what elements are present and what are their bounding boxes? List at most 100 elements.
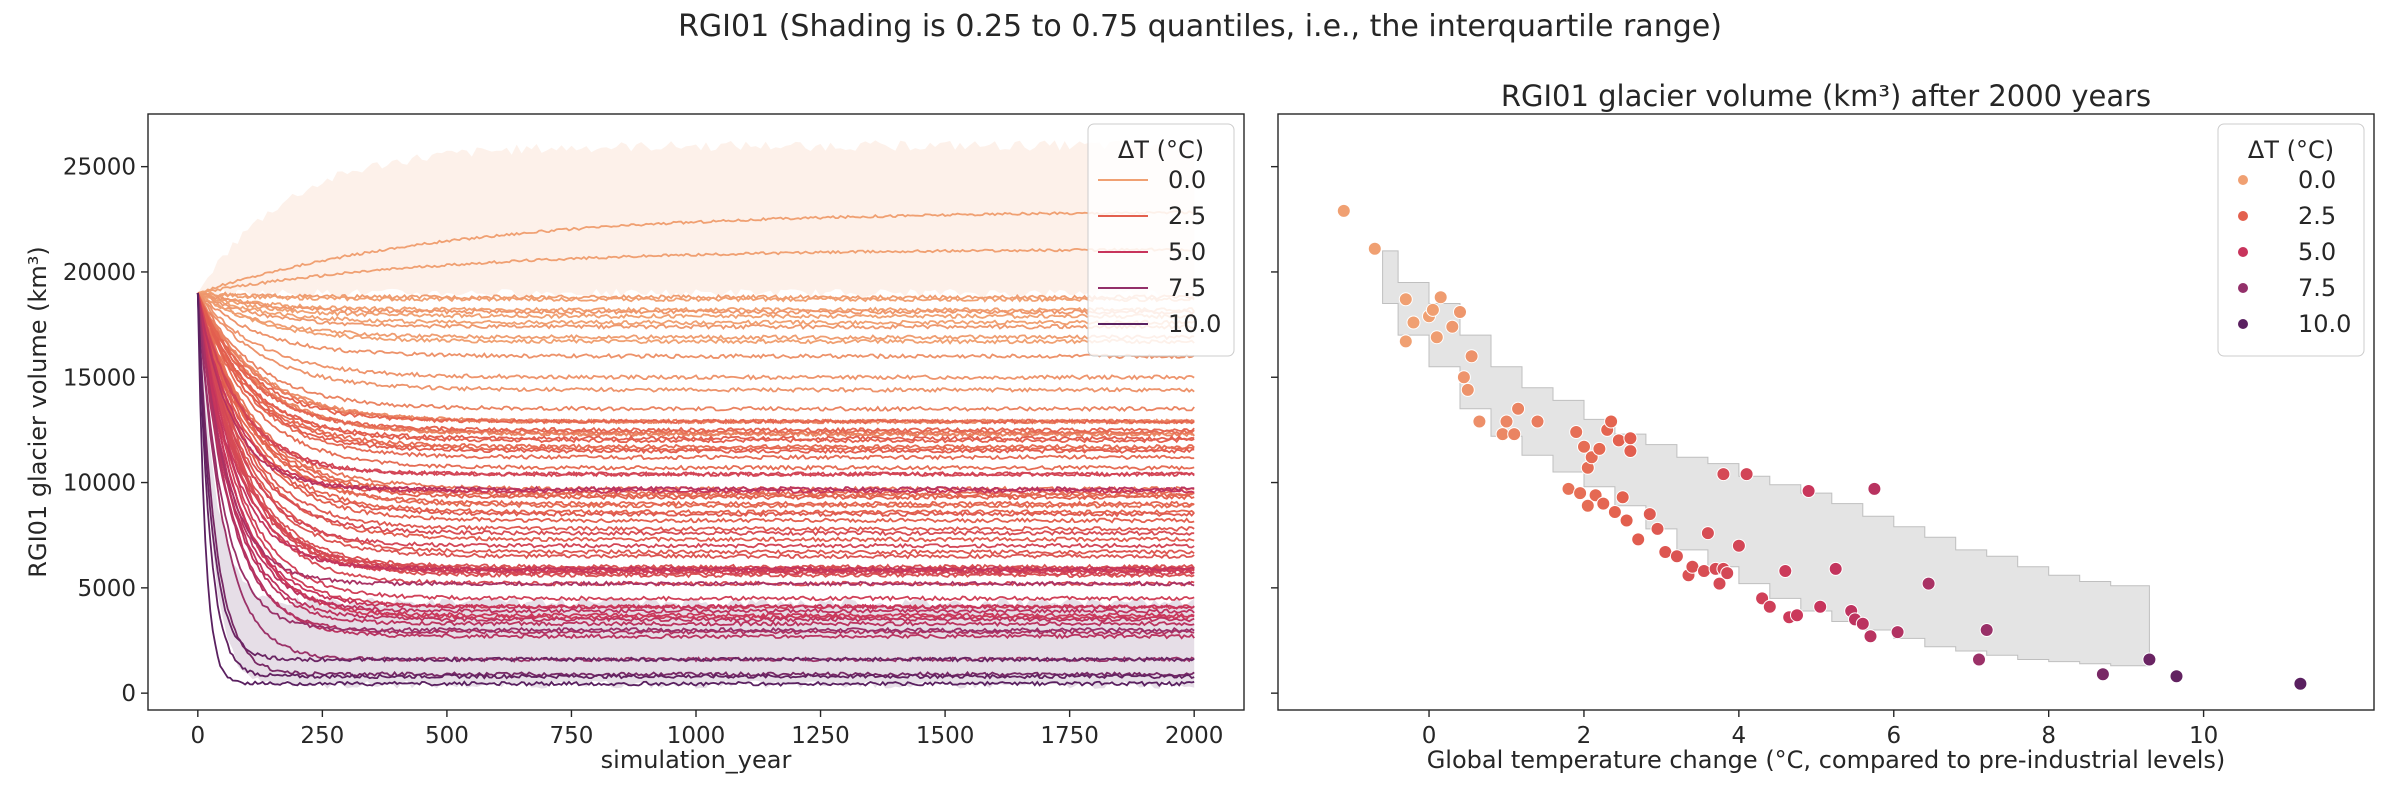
left-series-line bbox=[196, 292, 1195, 501]
right-legend-box bbox=[2217, 123, 2365, 357]
left-y-tick-label: 0 bbox=[121, 681, 136, 707]
scatter-point bbox=[1813, 599, 1828, 614]
scatter-point bbox=[1472, 414, 1487, 429]
left-series-line bbox=[196, 292, 1195, 493]
right-legend-label: 0.0 bbox=[2298, 166, 2336, 194]
scatter-point bbox=[1650, 521, 1665, 536]
scatter-point bbox=[1460, 382, 1475, 397]
left-series-line bbox=[196, 292, 1195, 524]
right-legend-point-marker bbox=[2238, 319, 2248, 329]
left-x-tick-label: 2000 bbox=[1165, 723, 1224, 749]
left-series-line bbox=[196, 292, 1195, 434]
scatter-point bbox=[1511, 401, 1526, 416]
scatter-point bbox=[1433, 290, 1448, 305]
scatter-point bbox=[1855, 616, 1870, 631]
left-y-tick-label: 25000 bbox=[63, 155, 136, 181]
left-series-line bbox=[197, 292, 1195, 331]
left-series-line bbox=[197, 210, 1195, 294]
left-series-line bbox=[196, 292, 1195, 602]
right-x-tick-label: 6 bbox=[1886, 723, 1901, 749]
left-series-line bbox=[196, 292, 1195, 461]
scatter-point bbox=[1445, 319, 1460, 334]
scatter-point bbox=[1890, 625, 1905, 640]
scatter-point bbox=[1580, 498, 1595, 513]
left-series-line bbox=[196, 292, 1195, 627]
left-series-line bbox=[196, 292, 1195, 573]
scatter-point bbox=[1863, 629, 1878, 644]
right-x-tick-label: 4 bbox=[1732, 723, 1747, 749]
scatter-point bbox=[1495, 427, 1510, 442]
scatter-point bbox=[2142, 652, 2157, 667]
scatter-point bbox=[1712, 576, 1727, 591]
scatter-point bbox=[1573, 486, 1588, 501]
scatter-point bbox=[1604, 414, 1619, 429]
right-legend-label: 2.5 bbox=[2298, 202, 2336, 230]
right-scatter-points bbox=[1336, 203, 2308, 691]
left-series-line bbox=[196, 292, 1195, 510]
scatter-point bbox=[1685, 559, 1700, 574]
left-legend-label: 2.5 bbox=[1168, 202, 1206, 230]
scatter-point bbox=[1367, 241, 1382, 256]
left-series-line bbox=[196, 292, 1195, 615]
left-series-line bbox=[196, 292, 1195, 507]
left-series-line bbox=[196, 292, 1195, 556]
right-legend-point-marker bbox=[2238, 175, 2248, 185]
left-series-lines bbox=[196, 210, 1195, 688]
scatter-point bbox=[2095, 667, 2110, 682]
scatter-point bbox=[1972, 652, 1986, 667]
left-series-line bbox=[196, 292, 1195, 560]
scatter-point bbox=[1642, 507, 1657, 522]
right-chart-title: RGI01 glacier volume (km³) after 2000 ye… bbox=[1501, 79, 2151, 113]
left-series-line bbox=[197, 292, 1195, 381]
left-series-line bbox=[196, 292, 1195, 518]
left-series-line bbox=[197, 292, 1195, 394]
left-x-tick-label: 250 bbox=[300, 723, 344, 749]
left-x-tick-label: 1000 bbox=[667, 723, 726, 749]
left-legend-box bbox=[1087, 123, 1235, 357]
left-series-line bbox=[196, 292, 1195, 543]
left-series-line bbox=[197, 290, 1195, 301]
scatter-point bbox=[1669, 549, 1684, 564]
right-x-tick-label: 0 bbox=[1422, 723, 1437, 749]
left-series-line bbox=[196, 292, 1195, 636]
right-legend-title: ΔT (°C) bbox=[2248, 136, 2334, 164]
left-series-line bbox=[197, 247, 1195, 294]
left-y-ticks: 0 5000 10000 15000 20000 25000 bbox=[63, 155, 148, 707]
scatter-point bbox=[1406, 315, 1421, 330]
right-y-ticks bbox=[1271, 165, 1278, 694]
scatter-point bbox=[1561, 481, 1576, 496]
scatter-point bbox=[1979, 623, 1994, 637]
scatter-point bbox=[1336, 203, 1351, 218]
left-series-line bbox=[196, 292, 1195, 688]
scatter-point bbox=[1607, 505, 1622, 519]
scatter-point bbox=[1569, 425, 1584, 439]
left-series-line bbox=[197, 292, 1195, 341]
scatter-point bbox=[1615, 490, 1630, 505]
scatter-point bbox=[1731, 538, 1746, 553]
scatter-point bbox=[1456, 370, 1471, 385]
right-legend-label: 10.0 bbox=[2298, 310, 2351, 338]
scatter-point bbox=[1762, 599, 1777, 614]
left-series-line bbox=[196, 292, 1195, 537]
scatter-point bbox=[1700, 526, 1715, 541]
left-series-line bbox=[197, 292, 1195, 413]
left-series-line bbox=[197, 292, 1195, 326]
scatter-point bbox=[1596, 496, 1611, 511]
scatter-point bbox=[2169, 669, 2184, 684]
right-legend-label: 5.0 bbox=[2298, 238, 2336, 266]
right-legend-point-marker bbox=[2238, 211, 2248, 221]
left-y-axis-label: RGI01 glacier volume (km³) bbox=[24, 246, 52, 577]
left-y-tick-label: 15000 bbox=[63, 365, 136, 391]
scatter-point bbox=[1631, 532, 1646, 547]
left-x-tick-label: 1250 bbox=[791, 723, 850, 749]
scatter-point bbox=[1658, 545, 1673, 559]
scatter-point bbox=[1577, 439, 1591, 454]
left-series-line bbox=[196, 292, 1195, 680]
scatter-point bbox=[1425, 302, 1440, 317]
scatter-point bbox=[1398, 292, 1413, 307]
right-x-tick-label: 10 bbox=[2189, 723, 2218, 749]
scatter-point bbox=[1828, 561, 1843, 576]
left-iqr-band bbox=[197, 140, 1195, 298]
left-y-tick-label: 10000 bbox=[63, 471, 136, 497]
